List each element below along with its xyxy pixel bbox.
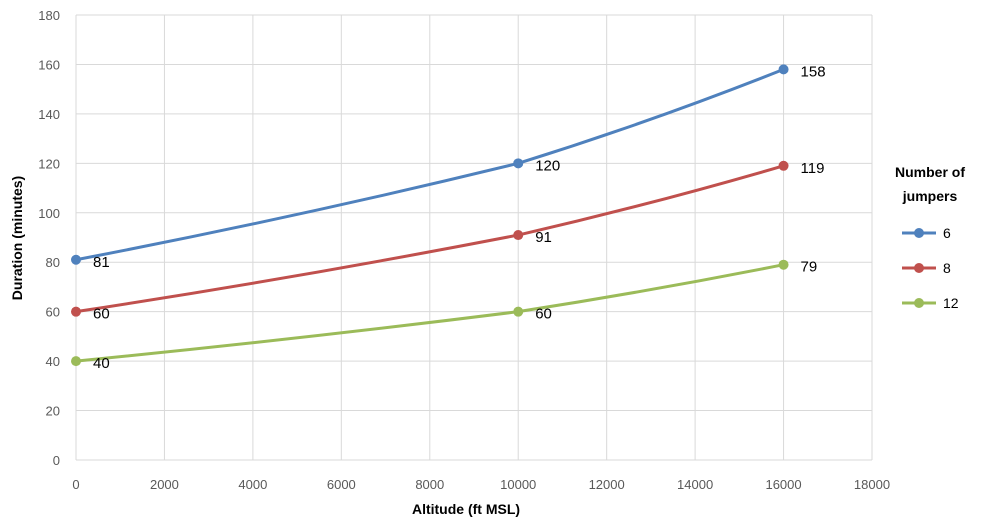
legend-label: 6 (943, 225, 951, 241)
series-line (75, 164, 784, 314)
x-tick-label: 8000 (415, 477, 444, 492)
data-label: 119 (801, 160, 825, 177)
y-tick-label: 80 (46, 255, 60, 270)
x-tick-label: 12000 (589, 477, 625, 492)
y-tick-label: 160 (38, 57, 60, 72)
legend-items: 6 8 12 (902, 225, 959, 311)
data-point (513, 306, 524, 317)
series-layer: 81 120 158 60 91 119 40 60 79 (71, 63, 826, 372)
legend-title-line-1: Number of (895, 164, 965, 180)
x-tick-label: 2000 (150, 477, 179, 492)
x-tick-label: 0 (72, 477, 79, 492)
x-tick-labels: 0 2000 4000 6000 8000 10000 12000 14000 16000 180… (72, 477, 890, 492)
y-tick-label: 100 (38, 206, 60, 221)
y-tick-label: 40 (46, 354, 60, 369)
data-label: 79 (801, 259, 818, 276)
data-point (513, 158, 524, 169)
legend-swatch-marker (914, 298, 924, 308)
y-tick-label: 180 (38, 8, 60, 23)
series-12: 40 60 79 (71, 259, 817, 372)
data-label: 158 (801, 63, 826, 80)
data-point (778, 64, 789, 75)
data-point (778, 259, 789, 270)
x-axis-title: Altitude (ft MSL) (412, 501, 520, 517)
data-label: 120 (535, 157, 560, 174)
data-point (71, 356, 81, 367)
series-line (75, 263, 784, 363)
data-label: 91 (535, 229, 552, 246)
x-tick-label: 10000 (500, 477, 536, 492)
data-point (71, 306, 81, 317)
legend-swatch-marker (914, 228, 924, 238)
gridlines (75, 14, 873, 461)
y-axis-title: Duration (minutes) (9, 176, 25, 300)
series-8: 60 91 119 (71, 160, 824, 323)
data-label: 40 (93, 355, 110, 372)
x-tick-label: 18000 (854, 477, 890, 492)
x-tick-label: 6000 (327, 477, 356, 492)
x-tick-label: 4000 (238, 477, 267, 492)
legend-swatch-marker (914, 263, 924, 273)
y-tick-label: 120 (38, 156, 60, 171)
y-tick-label: 60 (46, 305, 60, 320)
legend: Number of jumpers 6 8 12 (895, 164, 965, 311)
series-6: 81 120 158 (71, 63, 826, 271)
data-point (778, 160, 789, 171)
data-point (513, 230, 524, 241)
legend-label: 8 (943, 260, 951, 276)
y-tick-label: 0 (53, 453, 60, 468)
legend-label: 12 (943, 295, 959, 311)
data-label: 60 (93, 306, 110, 323)
x-tick-label: 16000 (765, 477, 801, 492)
data-label: 60 (535, 306, 552, 323)
y-tick-labels: 0 20 40 60 80 100 120 140 160 180 (38, 8, 60, 468)
series-line (75, 67, 785, 262)
y-tick-label: 20 (46, 404, 60, 419)
y-tick-label: 140 (38, 107, 60, 122)
x-tick-label: 14000 (677, 477, 713, 492)
data-label: 81 (93, 254, 110, 271)
data-point (71, 254, 81, 265)
legend-title-line-2: jumpers (902, 188, 958, 204)
